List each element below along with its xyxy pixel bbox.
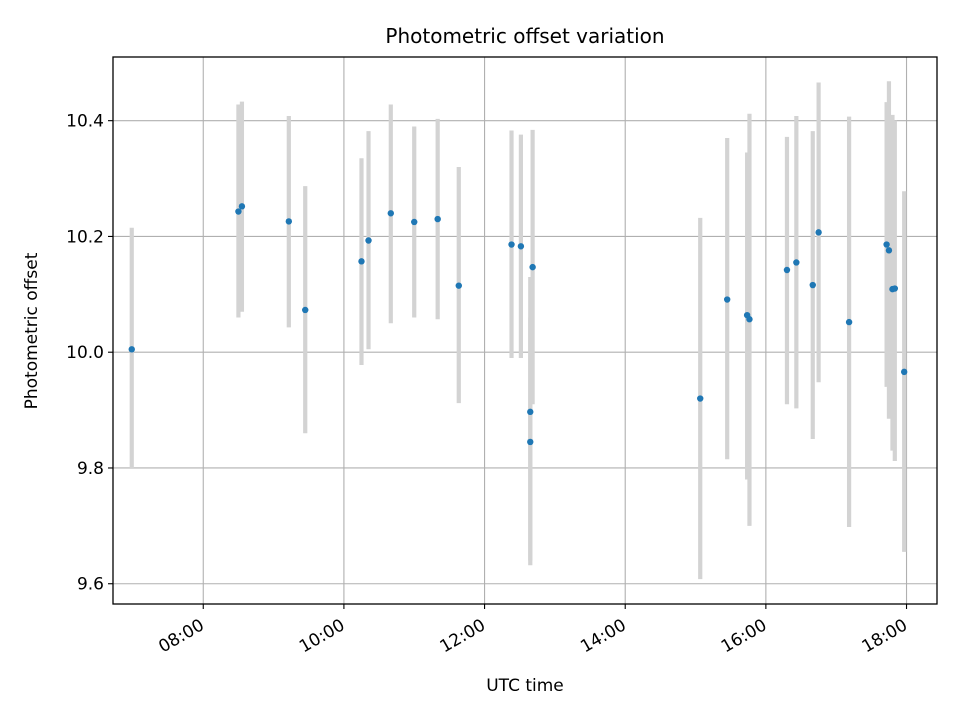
chart-title: Photometric offset variation (385, 24, 664, 48)
data-point (809, 281, 816, 289)
y-tick-label: 9.6 (77, 575, 104, 595)
data-point (793, 259, 800, 266)
y-tick-label: 10.0 (66, 343, 104, 363)
data-point (723, 296, 731, 303)
y-tick-label: 9.8 (77, 459, 104, 479)
plot-frame (112, 56, 938, 605)
y-tick-label: 10.2 (66, 227, 104, 247)
data-point (891, 285, 899, 292)
data-point (455, 282, 462, 289)
data-point (508, 241, 515, 248)
data-point (517, 243, 525, 250)
data-point (783, 266, 791, 274)
data-point (235, 208, 242, 215)
data-point (527, 408, 534, 416)
data-point (885, 247, 893, 254)
data-points (128, 203, 908, 446)
grid (113, 57, 937, 604)
data-point (900, 368, 908, 376)
data-point (434, 215, 441, 223)
y-axis-ticks: 9.6 9.8 10.0 10.2 10.4 (66, 112, 113, 595)
data-point (529, 263, 536, 271)
data-point (883, 241, 890, 248)
data-point (815, 229, 822, 236)
data-point (746, 316, 753, 323)
data-point (285, 218, 293, 225)
data-point (697, 395, 704, 402)
x-axis-label: UTC time (486, 676, 564, 696)
data-point (845, 318, 853, 326)
y-axis-label: Photometric offset (22, 252, 42, 409)
data-point (365, 237, 372, 244)
data-point (527, 438, 534, 446)
data-point (128, 346, 135, 353)
data-point (302, 306, 309, 314)
data-point (358, 258, 365, 265)
data-point (238, 203, 246, 210)
y-tick-label: 10.4 (66, 112, 104, 132)
data-point (387, 210, 394, 217)
data-point (411, 218, 418, 226)
